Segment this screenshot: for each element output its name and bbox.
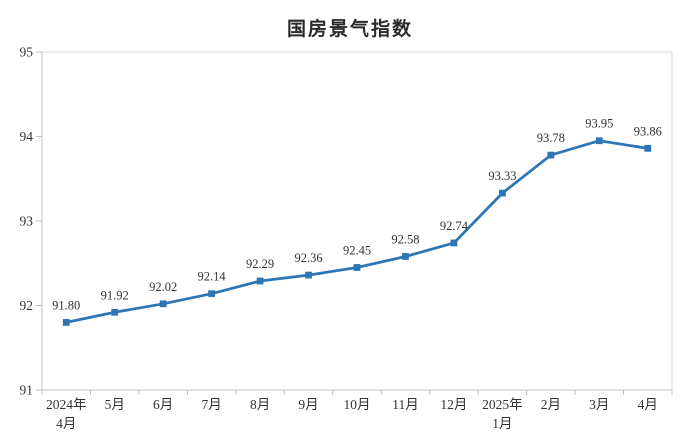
data-point-label: 92.29 [246, 257, 274, 271]
chart-title: 国房景气指数 [286, 19, 413, 40]
data-point-label: 92.36 [294, 251, 322, 265]
x-axis-tick-label: 2月 [541, 397, 561, 412]
data-point-label: 91.80 [52, 298, 80, 312]
x-axis-tick-label: 7月 [201, 397, 221, 412]
trend-line [64, 139, 650, 324]
data-point-label: 92.58 [391, 232, 419, 246]
x-axis-tick-label: 2025年 [482, 397, 523, 412]
data-point [159, 300, 167, 308]
data-point [353, 264, 361, 271]
data-point [208, 290, 216, 298]
x-axis-tick-label: 10月 [344, 397, 371, 412]
data-point [62, 319, 70, 326]
data-point-label: 92.74 [440, 219, 469, 233]
data-point [402, 253, 409, 260]
data-point [305, 271, 312, 279]
x-axis-tick-label: 6月 [153, 397, 173, 412]
x-axis-tick-label: 9月 [298, 397, 318, 412]
x-axis-tick-label: 5月 [105, 397, 125, 412]
x-axis-tick-label: 3月 [589, 397, 609, 412]
x-axis-tick-label: 4月 [56, 416, 76, 431]
data-point-label: 92.14 [198, 270, 227, 284]
data-point [547, 151, 555, 159]
data-point-label: 92.02 [149, 280, 177, 294]
y-axis-tick-label: 93 [20, 214, 34, 229]
data-point [256, 277, 264, 285]
data-point-label: 93.86 [634, 124, 662, 138]
x-axis-tick-label: 8月 [250, 397, 270, 412]
data-point [644, 144, 652, 152]
data-point-label: 93.95 [585, 117, 613, 131]
data-point [450, 239, 458, 247]
data-point-label: 93.78 [537, 131, 565, 145]
data-point-label: 92.45 [343, 243, 371, 257]
y-axis-tick-label: 94 [20, 129, 34, 144]
y-axis-tick-label: 92 [20, 298, 34, 313]
data-point [498, 189, 506, 197]
x-axis-tick-label: 4月 [638, 397, 658, 412]
x-axis-tick-label: 11月 [392, 397, 419, 412]
data-point [595, 137, 603, 145]
data-point-label: 91.92 [101, 288, 129, 302]
data-point [111, 308, 119, 316]
x-axis-tick-label: 2024年 [46, 397, 87, 412]
data-point-label: 93.33 [488, 169, 516, 183]
x-axis-tick-label: 12月 [440, 397, 467, 412]
y-axis-tick-label: 91 [20, 383, 34, 398]
y-axis-tick-label: 95 [20, 45, 34, 60]
x-axis-tick-label: 1月 [492, 416, 512, 431]
